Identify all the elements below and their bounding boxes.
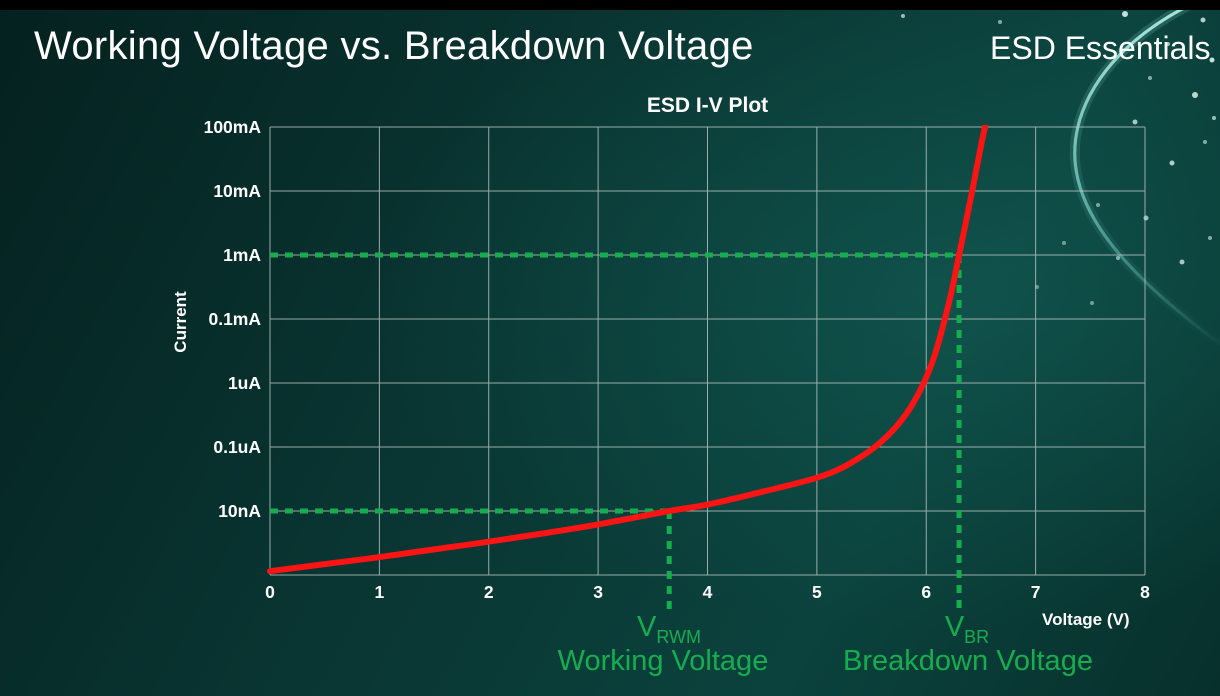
- y-tick-label: 0.1uA: [213, 437, 261, 457]
- chart-title: ESD I-V Plot: [646, 94, 769, 117]
- y-tick-label: 0.1mA: [208, 309, 261, 329]
- y-tick-label: 10mA: [213, 181, 261, 201]
- x-tick-label: 5: [812, 582, 822, 602]
- vbr-label: VBR: [945, 611, 989, 648]
- vrwm-symbol-subscript: RWM: [656, 626, 702, 647]
- x-axis-title: Voltage (V): [1042, 610, 1130, 629]
- x-tick-label: 8: [1140, 582, 1150, 602]
- y-tick-label: 1uA: [228, 373, 261, 393]
- iv-curve: [267, 125, 989, 575]
- y-tick-labels: 100mA 10mA 1mA 0.1mA 1uA 0.1uA 10nA: [204, 117, 262, 521]
- background-swoosh: [1073, 0, 1220, 346]
- x-tick-label: 4: [703, 582, 713, 602]
- x-tick-label: 3: [593, 582, 603, 602]
- vrwm-caption: Working Voltage: [557, 645, 769, 677]
- grid-lines: [269, 126, 1146, 576]
- brand-logo-text: ESD Essentials: [990, 30, 1211, 66]
- x-tick-label: 7: [1031, 582, 1041, 602]
- x-tick-label: 1: [375, 582, 385, 602]
- x-tick-labels: 0 1 2 3 4 5 6 7 8: [265, 582, 1150, 602]
- y-tick-label: 1mA: [223, 245, 261, 265]
- vbr-symbol: V: [944, 611, 965, 643]
- vrwm-label: VRWM: [637, 611, 701, 648]
- y-axis-title: Current: [171, 291, 190, 353]
- top-letterbox: [0, 0, 1220, 10]
- slide-title: Working Voltage vs. Breakdown Voltage: [34, 24, 754, 68]
- background-dots: [901, 11, 1216, 305]
- vbr-caption: Breakdown Voltage: [843, 645, 1093, 677]
- y-tick-label: 100mA: [204, 117, 262, 137]
- vrwm-symbol: V: [636, 611, 657, 643]
- x-tick-label: 0: [265, 582, 275, 602]
- x-tick-label: 2: [484, 582, 494, 602]
- y-tick-label: 10nA: [218, 501, 261, 521]
- x-tick-label: 6: [921, 582, 931, 602]
- annotation-dotted-lines: [270, 252, 962, 612]
- vbr-symbol-subscript: BR: [964, 626, 990, 647]
